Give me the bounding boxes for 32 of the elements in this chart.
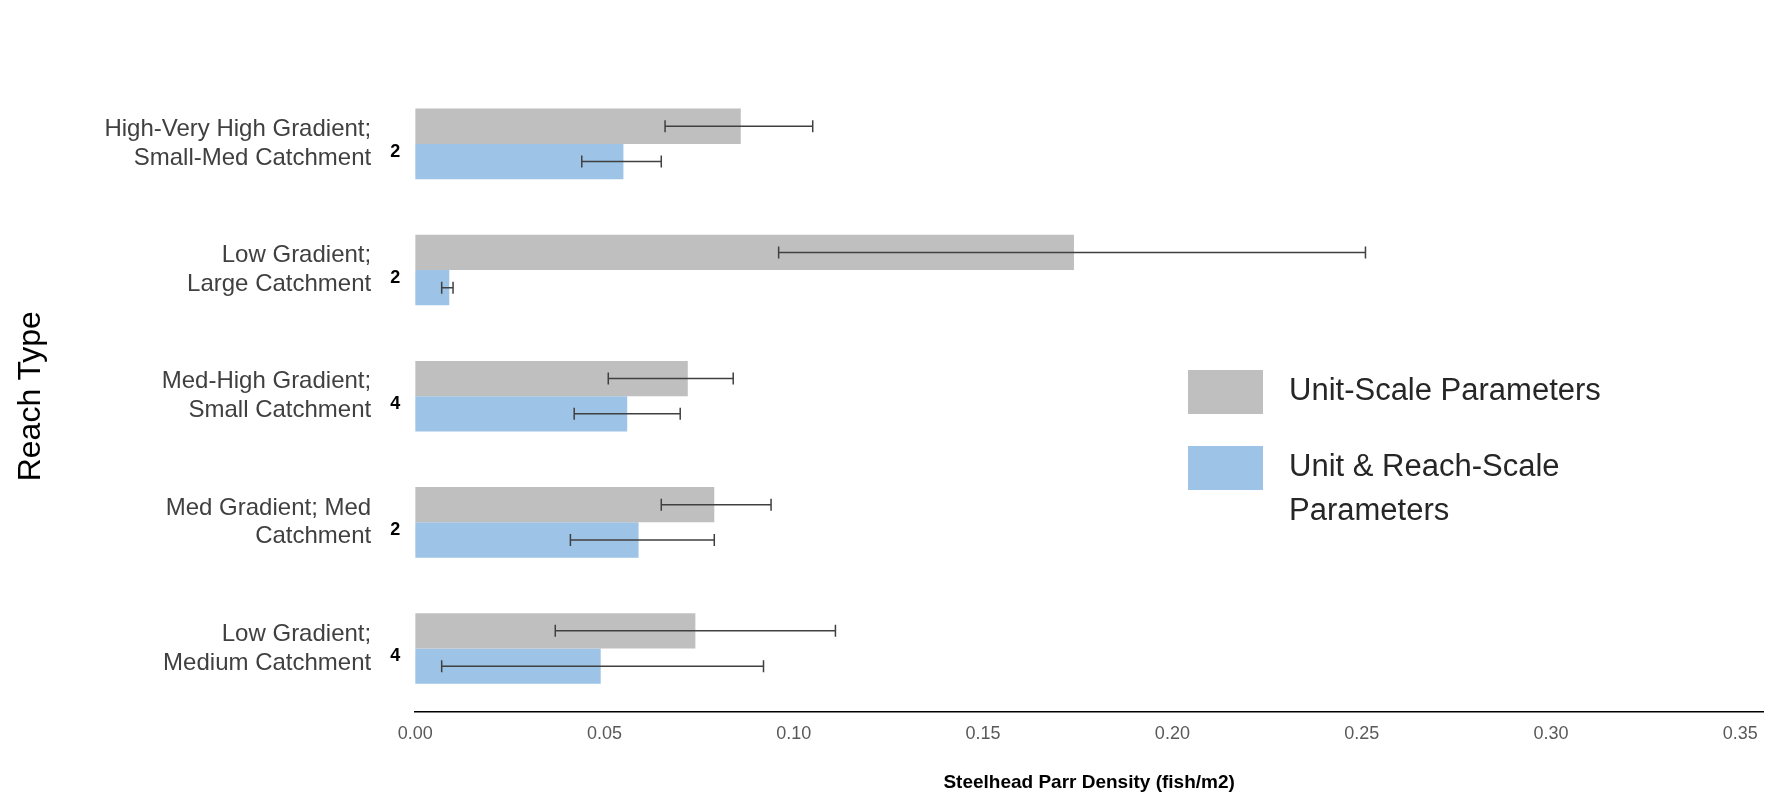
x-tick-label: 0.20 — [1154, 723, 1190, 744]
y-tick-label: Low Gradient; Large Catchment — [187, 240, 372, 297]
x-tick-label: 0.30 — [1533, 723, 1569, 744]
bar — [415, 234, 1074, 271]
x-axis-title: Steelhead Parr Density (fish/m2) — [943, 770, 1235, 792]
legend-label: Unit-Scale Parameters — [1289, 371, 1602, 409]
legend-label: Unit & Reach-Scale Parameters — [1289, 447, 1561, 529]
x-tick-label: 0.10 — [776, 723, 812, 744]
text: 2 — [390, 519, 401, 540]
bar — [415, 270, 450, 306]
bar — [415, 396, 628, 432]
bar — [415, 108, 741, 144]
y-tick-label: Med-High Gradient; Small Catchment — [161, 366, 372, 423]
text: 2 — [390, 140, 401, 161]
bar — [415, 522, 639, 558]
text: 4 — [390, 393, 401, 414]
text: 2 — [390, 267, 401, 288]
x-tick-label: 0.00 — [397, 723, 433, 744]
bar — [415, 613, 696, 649]
x-tick-label: 0.35 — [1722, 723, 1758, 744]
y-tick-label: Low Gradient; Medium Catchment — [163, 618, 372, 675]
y-axis-title: Reach Type — [11, 311, 48, 482]
bar — [415, 143, 624, 180]
x-tick-label: 0.15 — [965, 723, 1001, 744]
x-tick-label: 0.05 — [586, 723, 623, 744]
text: 4 — [390, 645, 401, 666]
bar — [415, 487, 715, 523]
bar — [415, 648, 601, 684]
bar — [415, 360, 688, 397]
y-tick-label: Med Gradient; Med Catchment — [165, 492, 372, 549]
x-tick-label: 0.25 — [1344, 723, 1380, 744]
y-tick-label: High-Very High Gradient; Small-Med Catchment — [104, 114, 372, 170]
